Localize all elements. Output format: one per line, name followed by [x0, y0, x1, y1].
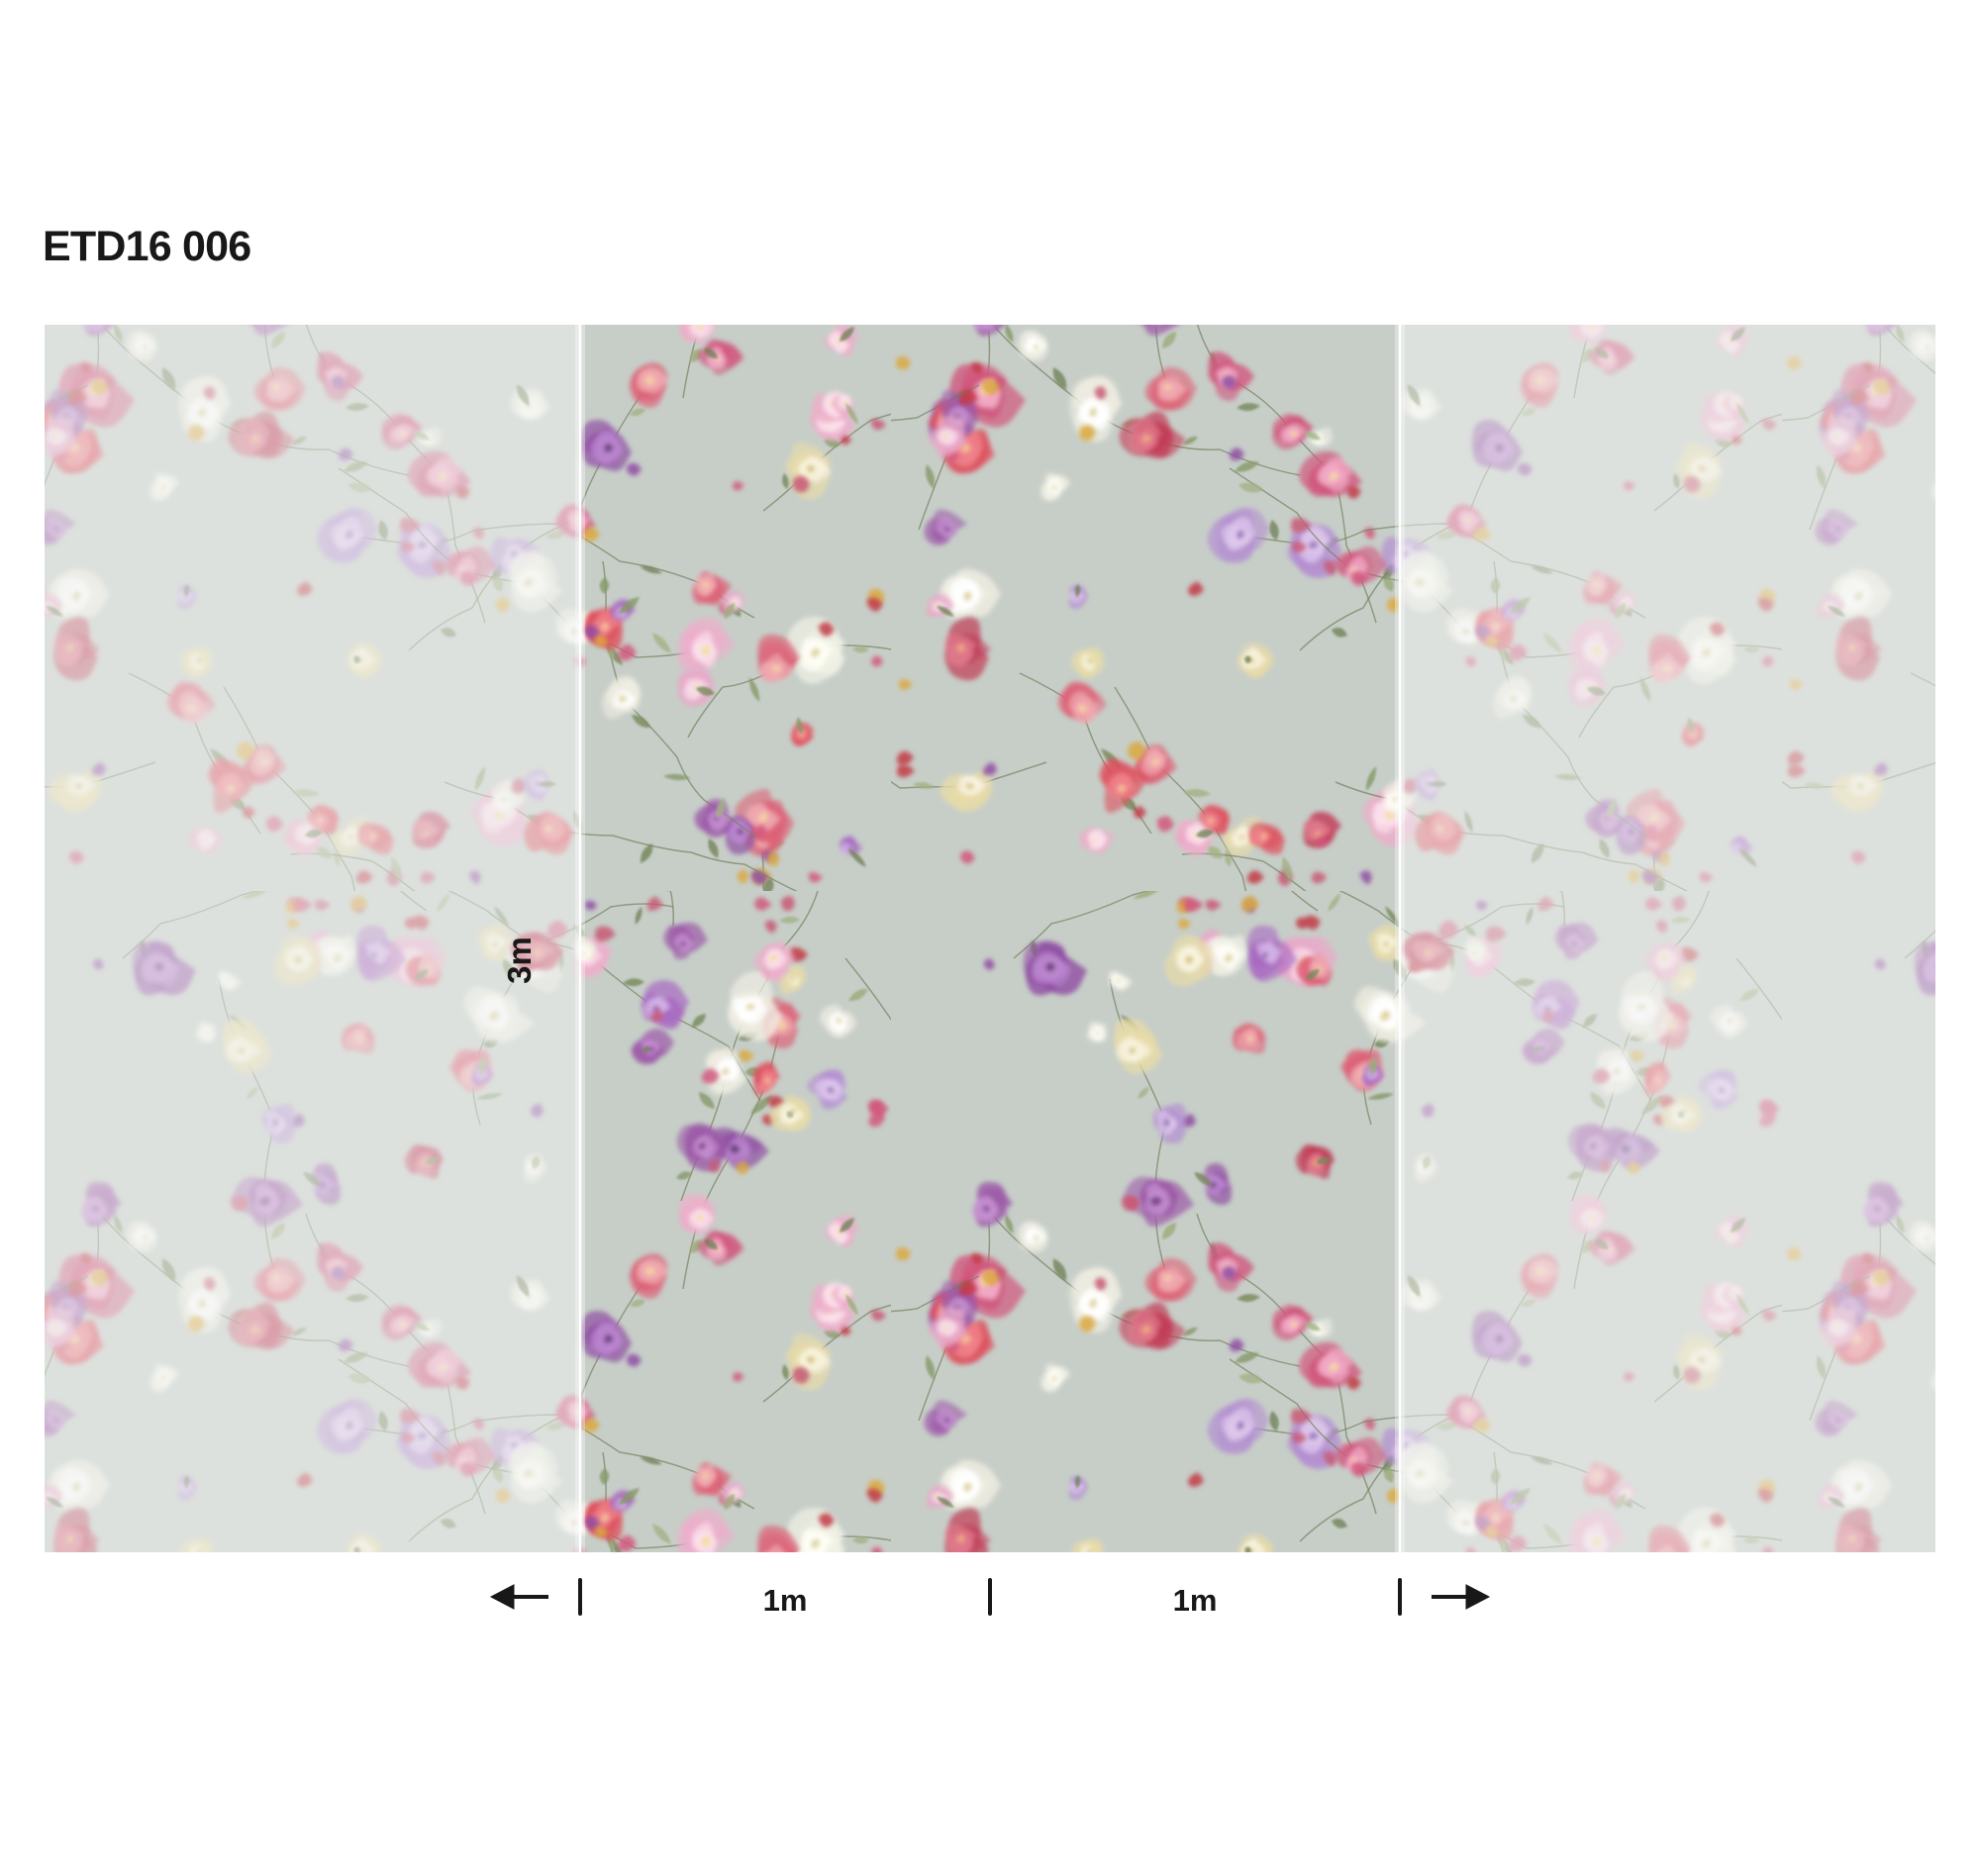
svg-text:1m: 1m [763, 1583, 808, 1618]
svg-text:3m: 3m [501, 937, 538, 984]
svg-text:1m: 1m [1173, 1583, 1218, 1618]
